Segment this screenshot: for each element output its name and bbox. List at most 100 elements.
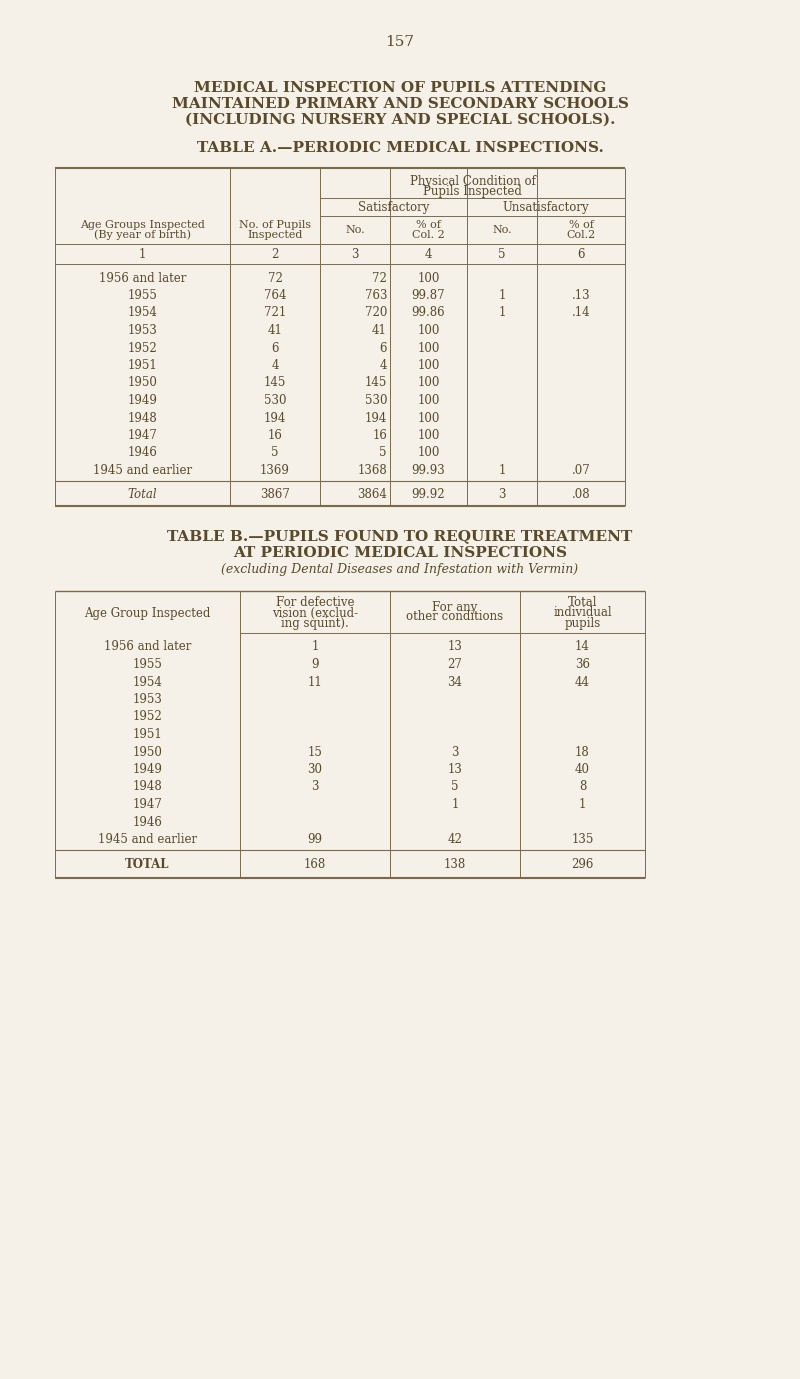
Text: 145: 145 (365, 376, 387, 389)
Text: 14: 14 (575, 640, 590, 654)
Text: 1954: 1954 (127, 306, 158, 320)
Text: 194: 194 (264, 411, 286, 425)
Text: 16: 16 (267, 429, 282, 443)
Text: 4: 4 (271, 359, 278, 372)
Text: 41: 41 (267, 324, 282, 336)
Text: 157: 157 (386, 34, 414, 50)
Text: Satisfactory: Satisfactory (358, 201, 429, 215)
Text: 1952: 1952 (128, 342, 158, 354)
Text: .07: .07 (572, 463, 590, 477)
Text: For defective: For defective (276, 597, 354, 610)
Text: 764: 764 (264, 290, 286, 302)
Text: No.: No. (345, 225, 365, 234)
Text: Inspected: Inspected (247, 230, 302, 240)
Text: 13: 13 (447, 763, 462, 776)
Text: 1368: 1368 (358, 463, 387, 477)
Text: 1945 and earlier: 1945 and earlier (98, 833, 197, 845)
Text: pupils: pupils (564, 616, 601, 629)
Text: 13: 13 (447, 640, 462, 654)
Text: 1946: 1946 (133, 815, 162, 829)
Text: 5: 5 (451, 781, 458, 793)
Text: 40: 40 (575, 763, 590, 776)
Text: 3864: 3864 (357, 488, 387, 501)
Text: 1949: 1949 (133, 763, 162, 776)
Text: 1950: 1950 (133, 746, 162, 758)
Text: AT PERIODIC MEDICAL INSPECTIONS: AT PERIODIC MEDICAL INSPECTIONS (233, 546, 567, 560)
Text: 99.87: 99.87 (412, 290, 446, 302)
Text: 16: 16 (372, 429, 387, 443)
Text: Physical Condition of: Physical Condition of (410, 175, 535, 189)
Text: 1947: 1947 (127, 429, 158, 443)
Text: 3: 3 (498, 488, 506, 501)
Text: 1: 1 (498, 290, 506, 302)
Text: 99.92: 99.92 (412, 488, 446, 501)
Text: 1: 1 (139, 247, 146, 261)
Text: 99: 99 (307, 833, 322, 845)
Text: 6: 6 (271, 342, 278, 354)
Text: 1956 and later: 1956 and later (104, 640, 191, 654)
Text: 72: 72 (267, 272, 282, 284)
Text: 27: 27 (447, 658, 462, 672)
Text: 1950: 1950 (127, 376, 158, 389)
Text: 138: 138 (444, 858, 466, 870)
Text: % of: % of (416, 221, 441, 230)
Text: Unsatisfactory: Unsatisfactory (502, 201, 590, 215)
Text: 1953: 1953 (127, 324, 158, 336)
Text: 100: 100 (418, 324, 440, 336)
Text: 1953: 1953 (133, 694, 162, 706)
Text: 100: 100 (418, 359, 440, 372)
Text: 1946: 1946 (127, 447, 158, 459)
Text: 100: 100 (418, 376, 440, 389)
Text: 168: 168 (304, 858, 326, 870)
Text: MEDICAL INSPECTION OF PUPILS ATTENDING: MEDICAL INSPECTION OF PUPILS ATTENDING (194, 81, 606, 95)
Text: 1956 and later: 1956 and later (99, 272, 186, 284)
Text: 1: 1 (579, 798, 586, 811)
Text: 15: 15 (307, 746, 322, 758)
Text: 41: 41 (372, 324, 387, 336)
Text: 1951: 1951 (128, 359, 158, 372)
Text: .08: .08 (572, 488, 590, 501)
Text: (INCLUDING NURSERY AND SPECIAL SCHOOLS).: (INCLUDING NURSERY AND SPECIAL SCHOOLS). (185, 113, 615, 127)
Text: 530: 530 (264, 394, 286, 407)
Text: 1945 and earlier: 1945 and earlier (93, 463, 192, 477)
Text: 30: 30 (307, 763, 322, 776)
Text: .13: .13 (572, 290, 590, 302)
Text: No. of Pupils: No. of Pupils (239, 221, 311, 230)
Text: Col.2: Col.2 (566, 230, 596, 240)
Text: 3: 3 (351, 247, 358, 261)
Text: 9: 9 (311, 658, 318, 672)
Text: 44: 44 (575, 676, 590, 688)
Text: 6: 6 (578, 247, 585, 261)
Text: Pupils Inspected: Pupils Inspected (423, 186, 522, 199)
Text: 721: 721 (264, 306, 286, 320)
Text: No.: No. (492, 225, 512, 234)
Text: ing squint).: ing squint). (281, 616, 349, 629)
Text: other conditions: other conditions (406, 610, 503, 622)
Text: 1369: 1369 (260, 463, 290, 477)
Text: Total: Total (128, 488, 158, 501)
Text: 100: 100 (418, 411, 440, 425)
Text: 1949: 1949 (127, 394, 158, 407)
Text: 5: 5 (271, 447, 278, 459)
Text: 4: 4 (379, 359, 387, 372)
Text: TABLE A.—PERIODIC MEDICAL INSPECTIONS.: TABLE A.—PERIODIC MEDICAL INSPECTIONS. (197, 141, 603, 154)
Text: TOTAL: TOTAL (126, 858, 170, 870)
Text: 3: 3 (451, 746, 458, 758)
Text: 1948: 1948 (133, 781, 162, 793)
Text: 135: 135 (571, 833, 594, 845)
Text: 1: 1 (498, 463, 506, 477)
Text: Col. 2: Col. 2 (412, 230, 445, 240)
Text: 296: 296 (571, 858, 594, 870)
Text: MAINTAINED PRIMARY AND SECONDARY SCHOOLS: MAINTAINED PRIMARY AND SECONDARY SCHOOLS (171, 97, 629, 110)
Text: 145: 145 (264, 376, 286, 389)
Text: 8: 8 (579, 781, 586, 793)
Text: 36: 36 (575, 658, 590, 672)
Text: TABLE B.—PUPILS FOUND TO REQUIRE TREATMENT: TABLE B.—PUPILS FOUND TO REQUIRE TREATME… (167, 530, 633, 543)
Text: vision (exclud-: vision (exclud- (272, 607, 358, 619)
Text: 1: 1 (498, 306, 506, 320)
Text: 1: 1 (451, 798, 458, 811)
Text: Age Groups Inspected: Age Groups Inspected (80, 221, 205, 230)
Text: 100: 100 (418, 429, 440, 443)
Text: 5: 5 (498, 247, 506, 261)
Text: 1951: 1951 (133, 728, 162, 741)
